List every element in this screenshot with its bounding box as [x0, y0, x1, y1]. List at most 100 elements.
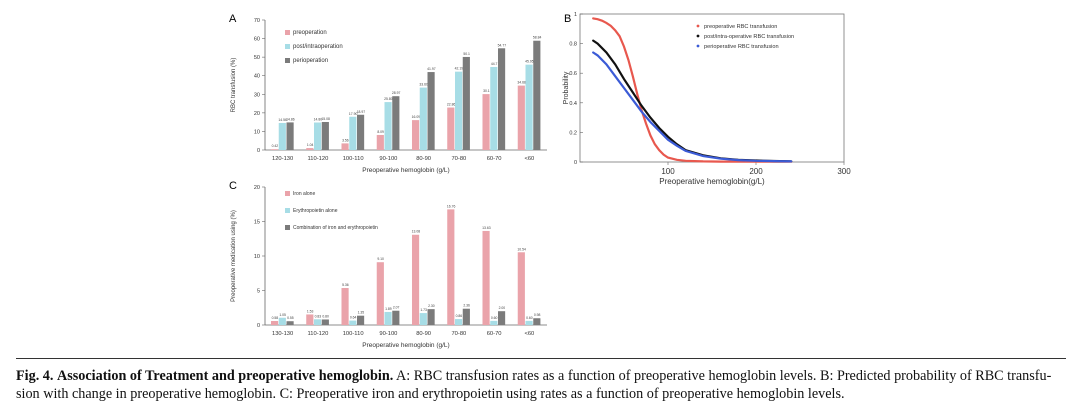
panel-a-x-tick-label: 70-80: [451, 156, 466, 162]
panel-c-bar: [392, 310, 400, 325]
panel-a-x-tick-label: 90-100: [379, 156, 397, 162]
panel-a-bar: [341, 143, 349, 150]
panel-c-legend-entry: Combination of iron and erythropoietin: [293, 225, 378, 231]
panel-a-y-axis-title: RBC transfusion (%): [231, 58, 237, 113]
panel-a-bar-label: 50.1: [463, 52, 470, 56]
panel-b-y-tick-label: 1: [574, 12, 577, 18]
panel-b-x-axis-title: Preoperative hemoglobin(g/L): [659, 177, 765, 186]
panel-a-x-tick-label: 60-70: [487, 156, 502, 162]
panel-c-bar-label: 0.80: [322, 314, 329, 318]
panel-a-x-tick-label: 100-110: [343, 156, 364, 162]
panel-b-legend-entry: preoperative RBC transfusion: [704, 24, 777, 30]
panel-c-bar: [490, 320, 498, 325]
panel-c-x-axis-title: Preoperative hemoglobin (g/L): [362, 342, 449, 349]
panel-a-bar-label: 54.77: [498, 43, 507, 47]
panel-c-bar: [321, 319, 329, 325]
panel-b-y-tick-label: 0.2: [569, 130, 577, 136]
panel-a-bar: [411, 120, 420, 150]
panel-c-bar-label: 2.07: [393, 306, 400, 310]
panel-a-bar-label: 33.60: [419, 83, 428, 87]
panel-c-bar-label: 1.73: [420, 308, 427, 312]
panel-a-bar-label: 14.56: [278, 118, 287, 122]
panel-c-x-tick-label: 100-110: [343, 331, 364, 337]
panel-c-y-tick-label: 15: [254, 220, 260, 226]
panel-a-bar-label: 1.04: [307, 143, 314, 147]
panel-a-bar-label: 0.42: [272, 144, 279, 148]
panel-c-label: C: [229, 180, 237, 192]
panel-b-legend-marker: [696, 24, 700, 28]
panel-c-x-tick-label: 70-80: [451, 331, 466, 337]
panel-c-bar: [419, 313, 427, 325]
caption-divider: [16, 358, 1066, 359]
panel-b-y-tick-label: 0.8: [569, 42, 577, 48]
panel-a-y-tick-label: 30: [254, 92, 260, 98]
panel-b-label: B: [564, 13, 571, 25]
panel-c-bar-label: 13.08: [412, 230, 421, 234]
panel-c-bar: [376, 262, 384, 325]
panel-a-bar: [427, 72, 435, 150]
panel-a-bar: [533, 40, 541, 150]
panel-c-y-tick-label: 5: [257, 289, 260, 295]
panel-c-bar: [306, 314, 314, 325]
panel-a-bar: [462, 56, 470, 151]
panel-a-legend-swatch: [285, 58, 290, 63]
panel-b-legend-entry: post/intra-operative RBC transfusion: [704, 34, 794, 40]
panel-a-bar-label: 28.97: [392, 91, 401, 95]
panel-a-bar-label: 30.1: [483, 89, 490, 93]
panel-c-bar: [286, 321, 294, 325]
panel-a-bar-label: 16.09: [412, 115, 421, 119]
panel-a-bar-label: 15.08: [321, 117, 330, 121]
panel-c-x-tick-label: <60: [524, 331, 534, 337]
panel-c-bar-label: 5.36: [342, 283, 349, 287]
panel-c-bar: [349, 320, 357, 325]
panel-a-bar: [270, 149, 279, 150]
panel-a-legend-entry: preoperation: [293, 30, 327, 36]
panel-c-bar: [278, 317, 286, 325]
panel-a-legend-entry: perioperation: [293, 58, 328, 64]
panel-c-bar-label: 1.53: [307, 309, 314, 313]
panel-a-legend-swatch: [285, 30, 290, 35]
panel-a-x-tick-label: <60: [524, 156, 534, 162]
panel-b-x-tick-label: 300: [837, 167, 851, 176]
panel-c-legend-swatch: [285, 191, 290, 196]
panel-a-bar-label: 45.95: [525, 60, 534, 64]
panel-c-bar-label: 0.58: [272, 316, 279, 320]
panel-a-bar-label: 14.86: [286, 117, 295, 121]
panel-a-bar-label: 22.86: [447, 103, 456, 107]
panel-c-bar: [357, 315, 365, 325]
panel-c-legend-entry: Erythropoietin alone: [293, 208, 338, 214]
panel-c-legend-swatch: [285, 208, 290, 213]
panel-a-bar: [278, 122, 286, 150]
panel-c-legend-swatch: [285, 225, 290, 230]
panel-a-bar-label: 3.56: [342, 138, 349, 142]
panel-c-bar-label: 9.10: [377, 257, 384, 261]
panel-a-bar: [384, 102, 392, 150]
panel-b-x-tick-label: 100: [661, 167, 675, 176]
panel-c-bar-label: 0.60: [491, 316, 498, 320]
panel-a-bar: [454, 71, 463, 150]
panel-c-y-axis-title: Preoperative medication using (%): [231, 210, 237, 302]
panel-c-bar-label: 1.05: [279, 313, 286, 317]
panel-c-x-tick-label: 90-100: [379, 331, 397, 337]
panel-c-y-tick-label: 0: [257, 323, 260, 329]
panel-a-bar-label: 41.97: [427, 67, 436, 71]
panel-a-bar: [517, 85, 525, 150]
panel-b-legend-marker: [696, 34, 700, 38]
panel-c-svg: C05101520130-1300.581.050.55110-1201.530…: [229, 180, 547, 349]
panel-c-y-tick-label: 20: [254, 185, 260, 191]
panel-c-bar: [482, 230, 490, 325]
panel-c-bar: [341, 288, 349, 325]
panel-c-bar: [454, 319, 463, 325]
panel-c-x-tick-label: 60-70: [487, 331, 502, 337]
panel-c-bar-label: 0.83: [315, 314, 322, 318]
panel-a-bar: [349, 116, 357, 150]
panel-a-bar: [321, 121, 329, 150]
panel-c-bar-chart: C 0 5 10 15 20 130-130 0.58 1.05 0.55 110-120 1.53 0…: [225, 175, 555, 350]
panel-a-bar: [419, 87, 427, 150]
panel-c-bar-label: 13.63: [482, 226, 491, 230]
panel-a-bar-label: 44.7: [491, 62, 498, 66]
panel-b-legend-entry: perioperative RBC transfusion: [704, 44, 779, 50]
panel-c-x-tick-label: 130-130: [272, 331, 293, 337]
caption-text: A: RBC transfusion rates as a function o…: [16, 368, 1052, 402]
panel-c-bar: [384, 311, 392, 325]
